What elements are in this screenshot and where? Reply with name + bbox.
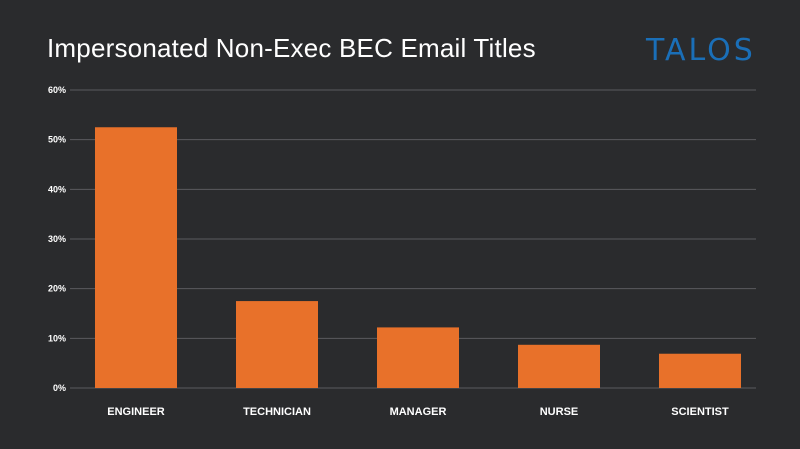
talos-logo: TALOS — [646, 33, 756, 68]
x-tick-label: TECHNICIAN — [243, 406, 311, 418]
x-tick-label: ENGINEER — [107, 406, 165, 418]
y-tick-label: 10% — [48, 333, 66, 343]
x-tick-label: MANAGER — [390, 406, 447, 418]
bar — [236, 301, 318, 388]
y-tick-label: 0% — [53, 383, 66, 393]
y-tick-label: 50% — [48, 135, 66, 145]
y-tick-label: 20% — [48, 284, 66, 294]
bar — [377, 327, 459, 388]
bar — [518, 344, 600, 388]
x-tick-label: NURSE — [540, 406, 579, 418]
bar — [659, 353, 741, 388]
y-tick-label: 30% — [48, 234, 66, 244]
chart-title: Impersonated Non-Exec BEC Email Titles — [47, 33, 536, 63]
bar — [95, 127, 177, 388]
y-tick-label: 40% — [48, 184, 66, 194]
x-tick-label: SCIENTIST — [671, 406, 729, 418]
y-tick-label: 60% — [48, 85, 66, 95]
